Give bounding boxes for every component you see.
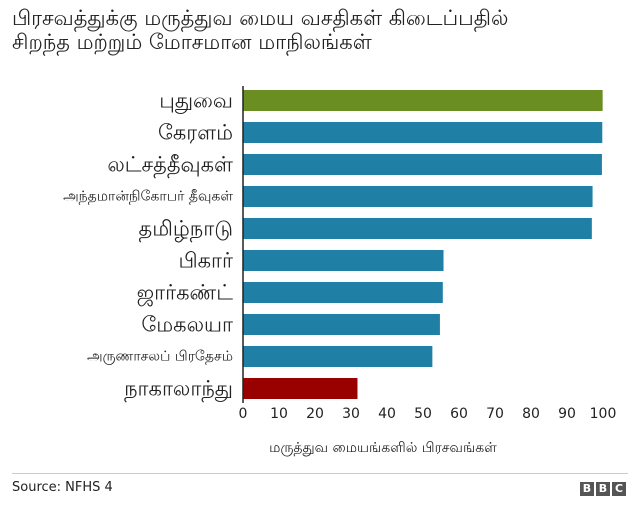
x-tick-label-10: 100 [590,406,617,422]
category-label-0: புதுவை [159,89,233,114]
bar-chart: புதுவை கேரளம் லட்சத்தீவுகள் அந்தமான்நிகோபர்… [63,86,617,456]
x-tick-label-1: 10 [270,406,288,422]
x-tick-label-3: 30 [342,406,360,422]
x-tick-label-9: 90 [558,406,576,422]
category-label-1: கேரளம் [158,121,233,145]
bbc-logo-c: C [612,482,626,496]
category-label-9: நாகாலாந்து [124,377,233,403]
bar-1 [243,122,603,143]
bbc-logo: B B C [580,482,626,496]
x-tick-label-4: 40 [378,406,396,422]
bar-7 [243,314,440,335]
bar-3 [243,186,593,207]
x-tick-label-7: 70 [486,406,504,422]
category-label-4: தமிழ்நாடு [139,217,233,243]
x-tick-label-8: 80 [522,406,540,422]
bar-0 [243,90,603,111]
x-tick-label-0: 0 [239,406,248,422]
bar-9 [243,378,358,399]
bar-2 [243,154,602,175]
category-label-7: மேகலயா [141,313,233,337]
chart-title-line-1: பிரசவத்துக்கு மருத்துவ மைய வசதிகள் கிடைப… [12,6,509,30]
category-label-6: ஜார்கண்ட் [137,281,234,307]
x-tick-label-6: 60 [450,406,468,422]
bbc-logo-b2: B [596,482,610,496]
source-note: Source: NFHS 4 [12,480,113,495]
category-label-5: பிகார் [178,249,233,273]
x-tick-label-5: 50 [414,406,432,422]
category-label-8: அருணாசலப் பிரதேசம் [87,349,233,365]
footer-divider [12,473,628,474]
chart-title-line-2: சிறந்த மற்றும் மோசமான மாநிலங்கள் [12,30,372,54]
category-label-2: லட்சத்தீவுகள் [107,153,233,179]
bar-4 [243,218,592,239]
chart-title: பிரசவத்துக்கு மருத்துவ மைய வசதிகள் கிடைப… [12,6,628,54]
bbc-logo-b1: B [580,482,594,496]
category-label-3: அந்தமான்நிகோபர் தீவுகள் [63,189,233,205]
bar-5 [243,250,444,271]
x-axis-label: மருத்துவ மையங்களில் பிரசவங்கள் [269,440,497,456]
bar-6 [243,282,443,303]
x-tick-label-2: 20 [306,406,324,422]
bar-8 [243,346,433,367]
